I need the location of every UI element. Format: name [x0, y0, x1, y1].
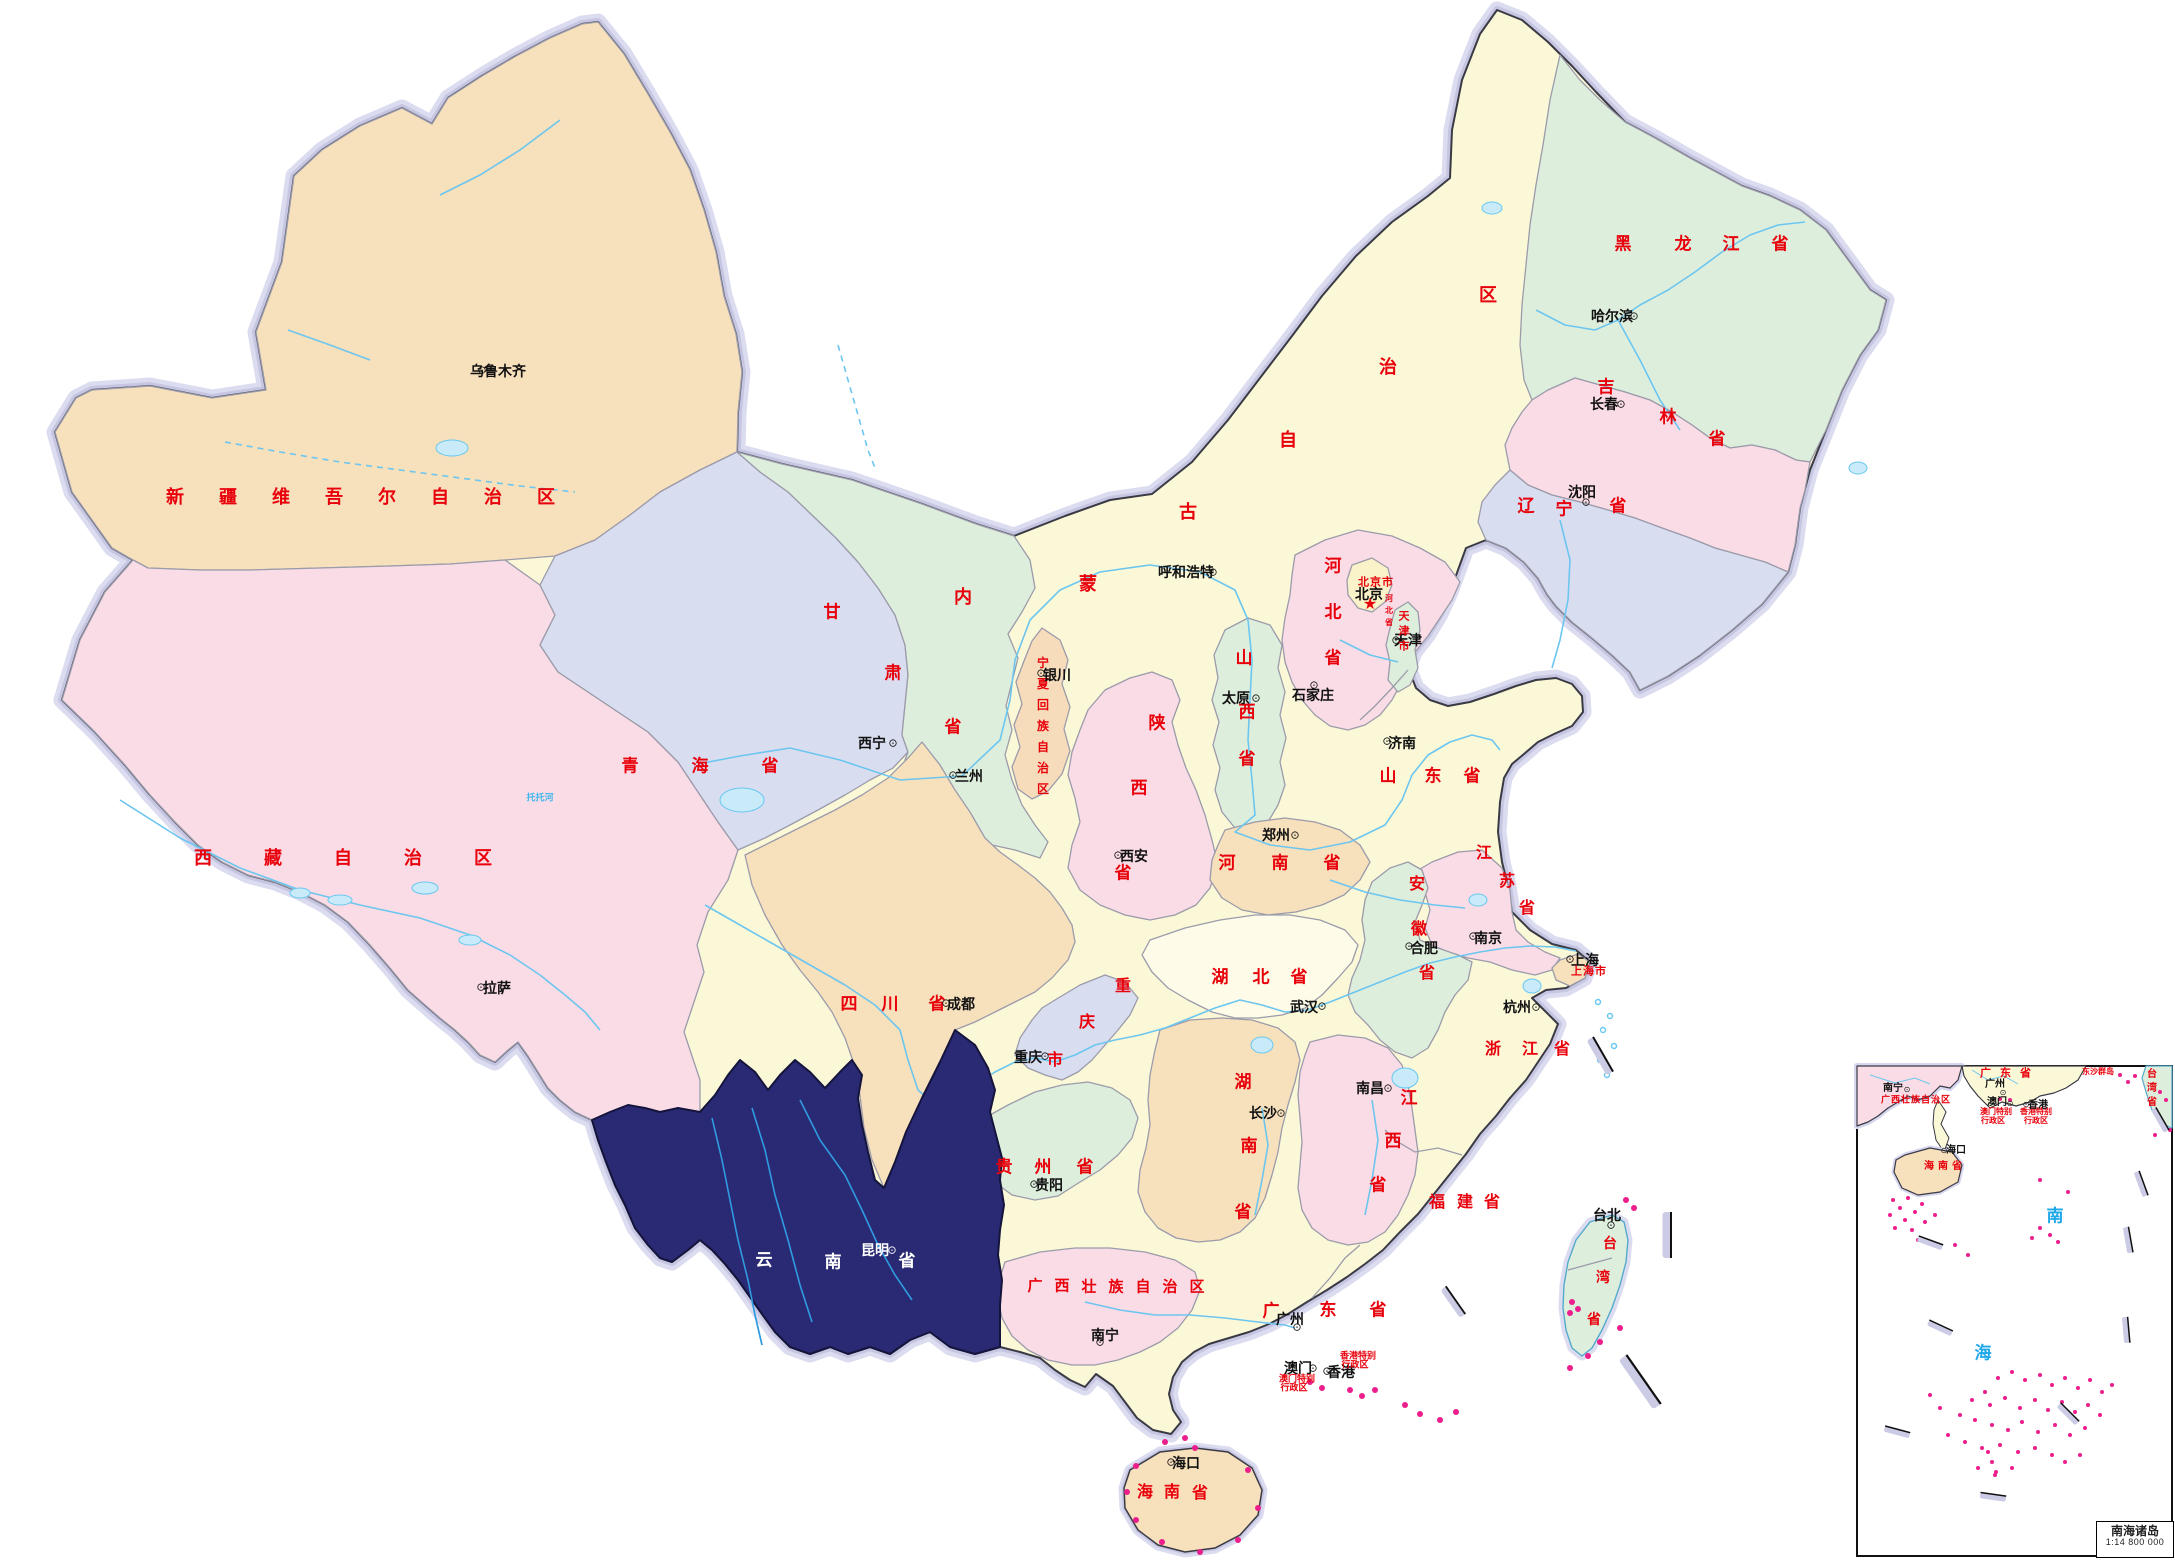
- inset-hainan: [1893, 1147, 1963, 1196]
- inset-islands: [1888, 1073, 2172, 1477]
- internal-borders: [1311, 669, 1463, 1299]
- province-shaanxi[interactable]: [1067, 671, 1219, 921]
- yunnan-rivers-overlay: [711, 1099, 913, 1346]
- province-xinjiang[interactable]: [54, 21, 743, 571]
- lakes: [289, 201, 1868, 1089]
- province-regions: [54, 21, 1887, 1366]
- inset-title: 南海诸岛: [2110, 1524, 2159, 1538]
- inset-boundary-dashes: [1884, 1106, 2170, 1502]
- province-anhui[interactable]: [1347, 861, 1473, 1059]
- inset-title-box: 南海诸岛 1:14 800 000: [2096, 1521, 2174, 1558]
- inset-guangdong: [1961, 1065, 2087, 1109]
- inset-south-china-sea: [1854, 1063, 2173, 1557]
- island-hainan[interactable]: [1118, 1442, 1268, 1558]
- province-henan[interactable]: [1209, 817, 1371, 916]
- rivers: [119, 119, 1806, 1329]
- province-sichuan[interactable]: [744, 741, 1076, 1189]
- province-gansu[interactable]: [736, 451, 1049, 859]
- province-hunan[interactable]: [1137, 1017, 1301, 1243]
- province-shanghai[interactable]: [1551, 953, 1591, 987]
- province-liaoning[interactable]: [1477, 469, 1789, 691]
- province-tianjin[interactable]: [1385, 601, 1421, 693]
- island-taiwan[interactable]: [1558, 1210, 1633, 1361]
- province-chongqing[interactable]: [1014, 974, 1139, 1081]
- inset-rivers: [1869, 1069, 2019, 1085]
- province-hebei[interactable]: [1281, 529, 1461, 731]
- province-hubei[interactable]: [1141, 914, 1359, 1019]
- province-beijing[interactable]: [1346, 557, 1393, 613]
- province-ningxia[interactable]: [1011, 627, 1071, 800]
- inset-guangxi: [1856, 1065, 1963, 1127]
- province-yunnan-highlighted[interactable]: [591, 1029, 1005, 1355]
- sea-boundary-dashes: [1441, 1036, 1672, 1409]
- pink-islets: [1124, 1197, 1637, 1555]
- inset-scale: 1:14 800 000: [2105, 1537, 2165, 1548]
- province-guangxi[interactable]: [997, 1247, 1201, 1366]
